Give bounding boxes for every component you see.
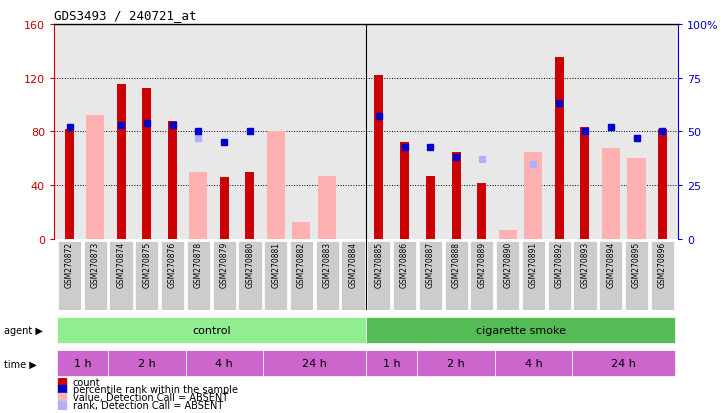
Bar bbox=[87, 116, 105, 240]
Bar bbox=[190, 173, 208, 240]
Text: 1 h: 1 h bbox=[74, 358, 92, 368]
Text: 2 h: 2 h bbox=[138, 358, 156, 368]
Text: GSM270876: GSM270876 bbox=[168, 242, 177, 288]
Text: GSM270893: GSM270893 bbox=[580, 242, 590, 288]
Bar bbox=[57, 350, 108, 377]
Bar bbox=[263, 350, 366, 377]
Text: GSM270884: GSM270884 bbox=[348, 242, 358, 288]
Bar bbox=[318, 176, 336, 240]
Bar bbox=[57, 317, 366, 344]
Text: 24 h: 24 h bbox=[302, 358, 327, 368]
FancyBboxPatch shape bbox=[445, 241, 468, 310]
Text: GSM270896: GSM270896 bbox=[658, 242, 667, 288]
Text: GSM270887: GSM270887 bbox=[426, 242, 435, 288]
Text: GSM270879: GSM270879 bbox=[220, 242, 229, 288]
Text: agent ▶: agent ▶ bbox=[4, 325, 43, 335]
Bar bbox=[554, 58, 564, 240]
FancyBboxPatch shape bbox=[58, 241, 81, 310]
Bar bbox=[374, 76, 384, 240]
Text: 1 h: 1 h bbox=[383, 358, 400, 368]
FancyBboxPatch shape bbox=[136, 241, 159, 310]
FancyBboxPatch shape bbox=[419, 241, 442, 310]
Text: GSM270880: GSM270880 bbox=[245, 242, 255, 288]
Bar bbox=[627, 159, 645, 240]
Text: 24 h: 24 h bbox=[611, 358, 636, 368]
Bar bbox=[524, 152, 542, 240]
FancyBboxPatch shape bbox=[316, 241, 339, 310]
Text: GSM270881: GSM270881 bbox=[271, 242, 280, 287]
Bar bbox=[451, 152, 461, 240]
Text: GDS3493 / 240721_at: GDS3493 / 240721_at bbox=[54, 9, 197, 22]
FancyBboxPatch shape bbox=[496, 241, 519, 310]
FancyBboxPatch shape bbox=[187, 241, 210, 310]
Text: GSM270886: GSM270886 bbox=[400, 242, 409, 288]
Text: control: control bbox=[192, 325, 231, 335]
Bar bbox=[65, 130, 74, 240]
Bar bbox=[366, 350, 417, 377]
Bar bbox=[185, 350, 263, 377]
FancyBboxPatch shape bbox=[239, 241, 262, 310]
Text: GSM270890: GSM270890 bbox=[503, 242, 512, 288]
Text: rank, Detection Call = ABSENT: rank, Detection Call = ABSENT bbox=[73, 400, 223, 410]
Text: GSM270885: GSM270885 bbox=[374, 242, 384, 288]
Text: GSM270874: GSM270874 bbox=[117, 242, 125, 288]
Text: GSM270873: GSM270873 bbox=[91, 242, 99, 288]
FancyBboxPatch shape bbox=[573, 241, 596, 310]
Bar bbox=[499, 230, 517, 240]
Bar bbox=[142, 89, 151, 240]
Bar bbox=[220, 178, 229, 240]
Text: GSM270888: GSM270888 bbox=[451, 242, 461, 287]
Bar bbox=[602, 148, 620, 240]
Text: GSM270889: GSM270889 bbox=[477, 242, 487, 288]
Bar bbox=[245, 173, 255, 240]
FancyBboxPatch shape bbox=[599, 241, 622, 310]
Text: 4 h: 4 h bbox=[525, 358, 542, 368]
Bar bbox=[168, 121, 177, 240]
Text: GSM270892: GSM270892 bbox=[554, 242, 564, 288]
Text: GSM270872: GSM270872 bbox=[65, 242, 74, 288]
Text: GSM270883: GSM270883 bbox=[323, 242, 332, 288]
Bar bbox=[366, 317, 675, 344]
Text: cigarette smoke: cigarette smoke bbox=[476, 325, 565, 335]
Text: value, Detection Call = ABSENT: value, Detection Call = ABSENT bbox=[73, 392, 228, 402]
FancyBboxPatch shape bbox=[522, 241, 545, 310]
Text: GSM270894: GSM270894 bbox=[606, 242, 615, 288]
Text: 4 h: 4 h bbox=[216, 358, 233, 368]
FancyBboxPatch shape bbox=[547, 241, 571, 310]
FancyBboxPatch shape bbox=[161, 241, 185, 310]
FancyBboxPatch shape bbox=[213, 241, 236, 310]
Text: count: count bbox=[73, 377, 100, 387]
FancyBboxPatch shape bbox=[110, 241, 133, 310]
Text: 2 h: 2 h bbox=[447, 358, 465, 368]
Bar bbox=[267, 132, 285, 240]
FancyBboxPatch shape bbox=[264, 241, 287, 310]
FancyBboxPatch shape bbox=[650, 241, 674, 310]
Text: GSM270875: GSM270875 bbox=[142, 242, 151, 288]
Bar bbox=[658, 130, 667, 240]
FancyBboxPatch shape bbox=[470, 241, 493, 310]
Bar bbox=[477, 183, 487, 240]
Bar bbox=[572, 350, 675, 377]
FancyBboxPatch shape bbox=[367, 241, 390, 310]
Text: time ▶: time ▶ bbox=[4, 358, 36, 368]
FancyBboxPatch shape bbox=[625, 241, 648, 310]
Text: GSM270882: GSM270882 bbox=[297, 242, 306, 287]
FancyBboxPatch shape bbox=[342, 241, 365, 310]
Text: GSM270895: GSM270895 bbox=[632, 242, 641, 288]
Bar bbox=[426, 176, 435, 240]
FancyBboxPatch shape bbox=[393, 241, 416, 310]
Text: GSM270891: GSM270891 bbox=[529, 242, 538, 288]
FancyBboxPatch shape bbox=[290, 241, 313, 310]
Bar bbox=[117, 85, 125, 240]
Bar bbox=[495, 350, 572, 377]
Bar bbox=[293, 222, 311, 240]
Bar bbox=[400, 143, 409, 240]
Bar bbox=[580, 128, 590, 240]
Bar bbox=[108, 350, 185, 377]
Bar bbox=[417, 350, 495, 377]
Text: GSM270878: GSM270878 bbox=[194, 242, 203, 288]
FancyBboxPatch shape bbox=[84, 241, 107, 310]
Text: percentile rank within the sample: percentile rank within the sample bbox=[73, 385, 238, 394]
